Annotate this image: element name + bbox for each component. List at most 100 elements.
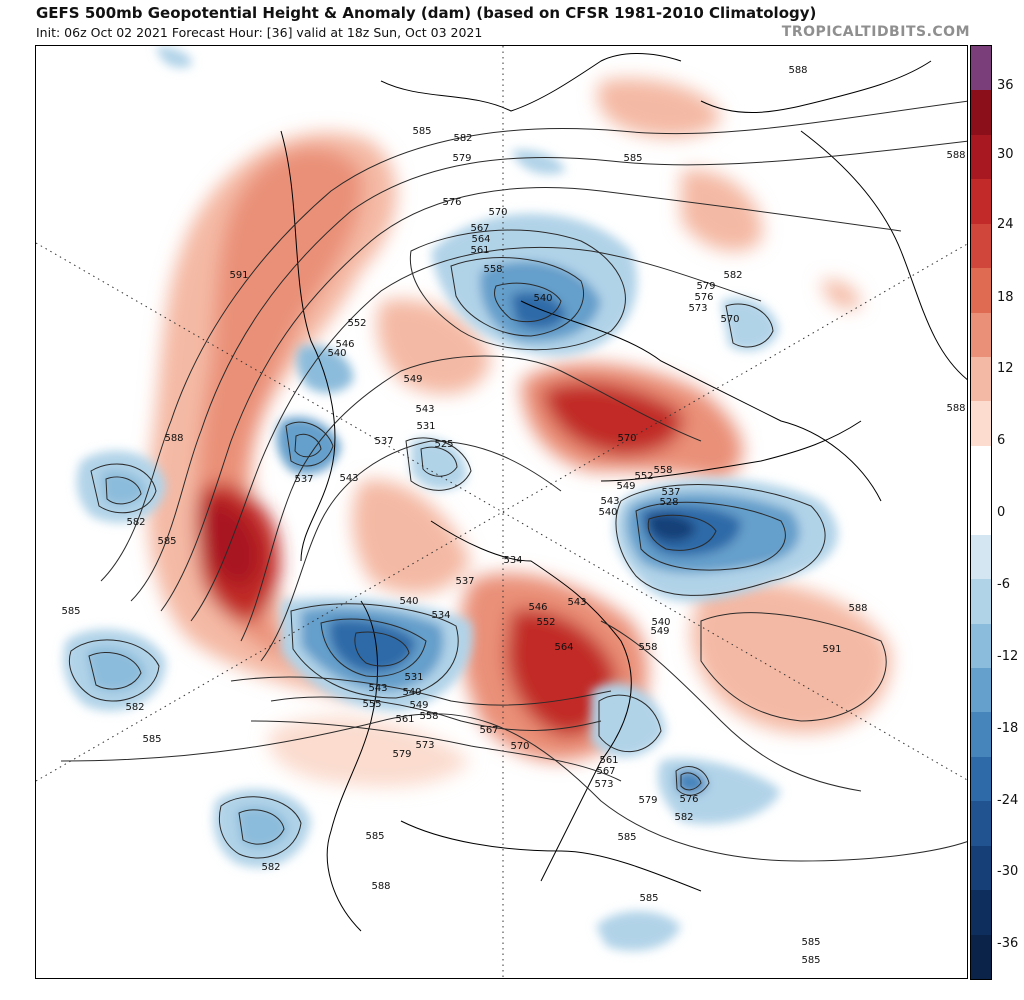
colorbar-swatch	[971, 712, 991, 758]
contour-label: 549	[616, 481, 635, 492]
contour-label: 585	[623, 153, 642, 164]
contour-label: 546	[335, 339, 354, 350]
contour-label: 543	[415, 404, 434, 415]
contour-label: 585	[61, 606, 80, 617]
colorbar-swatch	[971, 179, 991, 225]
contour-label: 588	[164, 433, 183, 444]
contour-label: 540	[533, 293, 552, 304]
contour-label: 585	[617, 832, 636, 843]
contour-label: 579	[452, 153, 471, 164]
coastlines	[280, 53, 967, 932]
colorbar-tick-label: 6	[997, 433, 1006, 448]
colorbar-swatch	[971, 312, 991, 358]
contour-label: 549	[409, 700, 428, 711]
colorbar-swatch	[971, 890, 991, 936]
contour-label: 585	[412, 126, 431, 137]
contour-label: 543	[339, 473, 358, 484]
contour-label: 531	[416, 421, 435, 432]
contour-label: 525	[434, 439, 453, 450]
contour-label: 567	[470, 223, 489, 234]
contour-label: 543	[600, 496, 619, 507]
contour-label: 540	[651, 617, 670, 628]
contour-label: 540	[327, 348, 346, 359]
contour-label: 540	[399, 596, 418, 607]
contour-label: 582	[261, 862, 280, 873]
colorbar-tick-label: 0	[997, 505, 1006, 520]
contour-label: 567	[479, 725, 498, 736]
contour-label: 561	[395, 714, 414, 725]
colorbar-swatch	[971, 934, 991, 980]
contour-label: 555	[362, 699, 381, 710]
contour-label: 585	[142, 734, 161, 745]
positive-anomaly-shading	[147, 78, 892, 787]
colorbar-swatch	[971, 668, 991, 713]
colorbar-swatch	[971, 90, 991, 136]
contour-label: 540	[598, 507, 617, 518]
contour-label: 579	[392, 749, 411, 760]
contour-label: 570	[510, 741, 529, 752]
colorbar-swatch	[971, 401, 991, 447]
contour-label: 585	[365, 831, 384, 842]
colorbar-swatch	[971, 756, 991, 802]
contour-label: 534	[431, 610, 450, 621]
colorbar-swatch	[971, 490, 991, 536]
contour-label: 573	[415, 740, 434, 751]
contour-label: 540	[402, 687, 421, 698]
contour-label: 570	[617, 433, 636, 444]
contour-label: 579	[696, 281, 715, 292]
contour-label: 558	[483, 264, 502, 275]
colorbar-tick-label: -6	[997, 577, 1010, 592]
contour-label: 579	[638, 795, 657, 806]
contour-label: 588	[848, 603, 867, 614]
colorbar-tick-label: -36	[997, 936, 1019, 951]
colorbar-tick-label: 18	[997, 290, 1014, 305]
map-svg: 588 588 588 588 588 588 585 585 585 585 585 585 585 5…	[36, 46, 967, 978]
contour-label: 582	[125, 702, 144, 713]
colorbar-tick-label: 24	[997, 217, 1014, 232]
contour-label: 591	[822, 644, 841, 655]
contour-label: 573	[688, 303, 707, 314]
contour-label: 531	[404, 672, 423, 683]
colorbar-tick-label: 30	[997, 147, 1014, 162]
contour-label: 546	[528, 602, 547, 613]
contour-label: 576	[679, 794, 698, 805]
contour-label: 564	[554, 642, 573, 653]
contour-label: 558	[638, 642, 657, 653]
contour-label: 585	[801, 937, 820, 948]
contour-label: 561	[470, 245, 489, 256]
colorbar-tick-label: -24	[997, 793, 1019, 808]
contour-label: 585	[639, 893, 658, 904]
contour-label: 582	[453, 133, 472, 144]
contour-label: 537	[374, 436, 393, 447]
chart-title: GEFS 500mb Geopotential Height & Anomaly…	[36, 4, 817, 22]
contour-label: 582	[674, 812, 693, 823]
colorbar-swatch	[971, 46, 991, 91]
contour-label: 576	[442, 197, 461, 208]
contour-labels: 588 588 588 588 588 588 585 585 585 585 585 585 585 5…	[61, 65, 965, 966]
contour-label: 543	[368, 683, 387, 694]
contour-label: 585	[801, 955, 820, 966]
contour-label: 534	[503, 555, 522, 566]
contour-label: 576	[694, 292, 713, 303]
contour-label: 591	[229, 270, 248, 281]
colorbar-tick-label: 36	[997, 78, 1014, 93]
colorbar-swatch	[971, 579, 991, 625]
colorbar-tick-label: -30	[997, 864, 1019, 879]
contour-label: 588	[371, 881, 390, 892]
colorbar-tick-label: -18	[997, 721, 1019, 736]
map-panel: 588 588 588 588 588 588 585 585 585 585 585 585 585 5…	[35, 45, 968, 979]
contour-label: 588	[946, 403, 965, 414]
contour-label: 564	[471, 234, 490, 245]
colorbar-swatch	[971, 623, 991, 669]
contour-label: 561	[599, 755, 618, 766]
contour-label: 573	[594, 779, 613, 790]
contour-label: 552	[536, 617, 555, 628]
colorbar-tick-label: 12	[997, 361, 1014, 376]
colorbar-swatch	[971, 534, 991, 580]
colorbar-swatch	[971, 134, 991, 180]
contour-label: 537	[661, 487, 680, 498]
contour-label: 588	[946, 150, 965, 161]
contour-label: 570	[488, 207, 507, 218]
colorbar-swatch	[971, 845, 991, 891]
contour-label: 543	[567, 597, 586, 608]
